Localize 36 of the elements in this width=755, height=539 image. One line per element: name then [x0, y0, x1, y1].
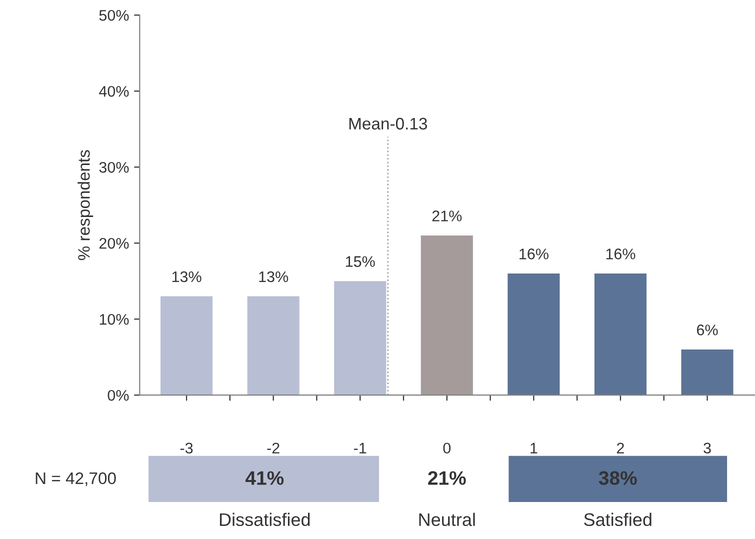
bar: [594, 273, 647, 396]
text: 21%: [428, 471, 466, 485]
data-label: 21%: [432, 210, 462, 222]
bar: [420, 235, 473, 396]
y-tick-label: 50%: [99, 10, 129, 21]
data-label: 16%: [606, 248, 636, 260]
text: N = 42,700: [36, 472, 116, 486]
y-tick-label: 20%: [99, 238, 129, 249]
text: Dissatisfied: [220, 512, 310, 526]
bar: [334, 281, 386, 396]
data-label: 16%: [520, 248, 548, 260]
x-tick-label: 2: [617, 442, 624, 454]
text: Neutral: [419, 512, 475, 526]
y-tick-label: 40%: [99, 86, 129, 97]
y-tick-label: 30%: [99, 162, 129, 173]
data-label: 13%: [259, 271, 288, 282]
x-tick-label: 1: [530, 442, 538, 454]
text: 38%: [598, 471, 637, 485]
x-tick-label: 3: [704, 442, 711, 454]
data-label: 15%: [346, 256, 375, 267]
bar: [160, 296, 213, 396]
x-tick-label: -3: [180, 442, 193, 454]
bar: [247, 296, 300, 396]
data-label: 13%: [172, 271, 202, 282]
y-axis-title: % respondents: [78, 150, 94, 260]
bar: [681, 349, 734, 396]
y-tick-label: 10%: [100, 314, 129, 325]
x-tick-label: 0: [443, 442, 451, 454]
text: Satisfied: [584, 512, 652, 526]
data-label: 6%: [697, 324, 718, 336]
y-tick-label: 0%: [108, 390, 129, 401]
x-tick-label: -1: [354, 442, 366, 454]
bar: [508, 273, 560, 396]
text: 41%: [245, 471, 284, 485]
x-tick-label: -2: [267, 442, 280, 454]
ref-line-label: Mean-0.13: [349, 118, 427, 130]
